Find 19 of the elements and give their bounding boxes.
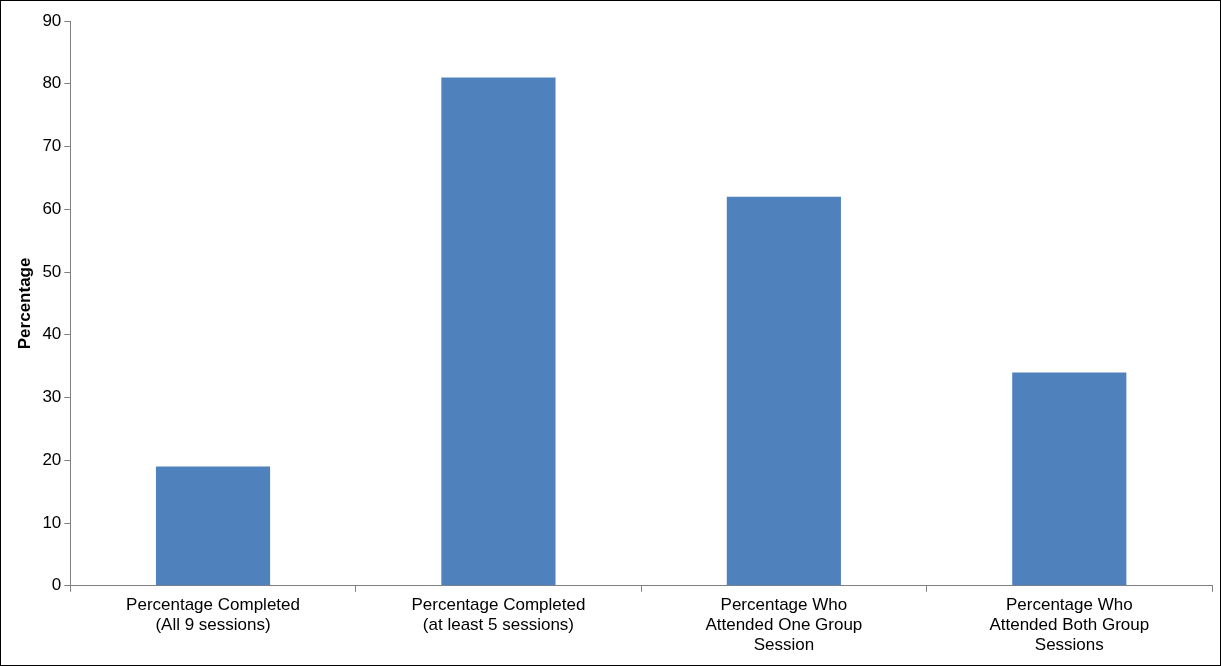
y-tick-label: 30: [42, 387, 62, 407]
bar: [155, 466, 271, 586]
x-tick-label: Percentage Completed (at least 5 sessions): [411, 594, 586, 635]
y-tick-label: 60: [42, 198, 62, 218]
x-tick-label: Percentage Who Attended Both Group Sessions: [989, 594, 1150, 655]
y-tick-label: 10: [42, 512, 62, 532]
y-tick-label: 40: [42, 324, 62, 344]
y-axis-title: Percentage: [14, 257, 34, 350]
y-tick-label: 50: [42, 261, 62, 281]
y-tick-label: 70: [42, 136, 62, 156]
bar: [1012, 372, 1127, 586]
y-tick-label: 0: [51, 575, 62, 595]
y-tick-label: 20: [42, 449, 62, 469]
bar: [441, 77, 556, 586]
y-tick-label: 90: [42, 10, 62, 30]
x-tick-label: Percentage Completed (All 9 sessions): [126, 594, 300, 635]
y-tick-label: 80: [42, 73, 62, 93]
x-tick-label: Percentage Who Attended One Group Session: [705, 594, 863, 655]
bar: [726, 196, 841, 586]
